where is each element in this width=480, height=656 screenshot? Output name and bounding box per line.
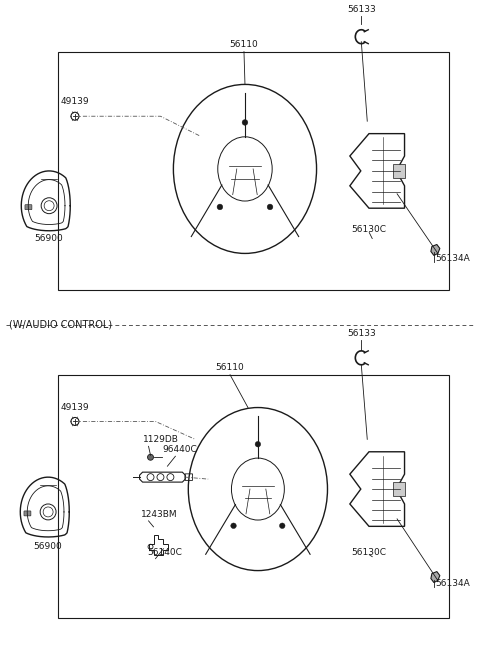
Text: (W/AUDIO CONTROL): (W/AUDIO CONTROL) <box>9 320 112 330</box>
Text: 56110: 56110 <box>229 39 258 49</box>
Text: 56133: 56133 <box>347 329 376 338</box>
Polygon shape <box>393 482 405 496</box>
Text: 56130C: 56130C <box>352 548 387 557</box>
FancyBboxPatch shape <box>25 205 32 210</box>
Text: 49139: 49139 <box>60 403 89 411</box>
Circle shape <box>147 454 154 461</box>
Text: 56130C: 56130C <box>352 224 387 234</box>
Polygon shape <box>431 245 440 255</box>
Circle shape <box>255 441 261 447</box>
Circle shape <box>231 523 236 529</box>
Circle shape <box>267 204 273 210</box>
Text: 1129DB: 1129DB <box>143 436 179 444</box>
Text: 56110: 56110 <box>216 363 244 372</box>
Polygon shape <box>393 164 405 178</box>
Text: 56134A: 56134A <box>435 579 469 588</box>
Bar <box>58 375 449 619</box>
Text: 1243BM: 1243BM <box>141 510 177 519</box>
Polygon shape <box>431 571 440 583</box>
Text: 56134A: 56134A <box>435 255 469 263</box>
Text: 56900: 56900 <box>34 542 62 550</box>
Circle shape <box>279 523 285 529</box>
Bar <box>58 52 449 290</box>
Text: 56133: 56133 <box>347 5 376 14</box>
Circle shape <box>217 204 223 210</box>
Circle shape <box>242 119 248 125</box>
Text: 96440C: 96440C <box>162 445 197 454</box>
Text: 49139: 49139 <box>60 97 89 106</box>
FancyBboxPatch shape <box>24 511 31 516</box>
Text: 56140C: 56140C <box>147 548 182 557</box>
Text: 56900: 56900 <box>35 234 63 243</box>
